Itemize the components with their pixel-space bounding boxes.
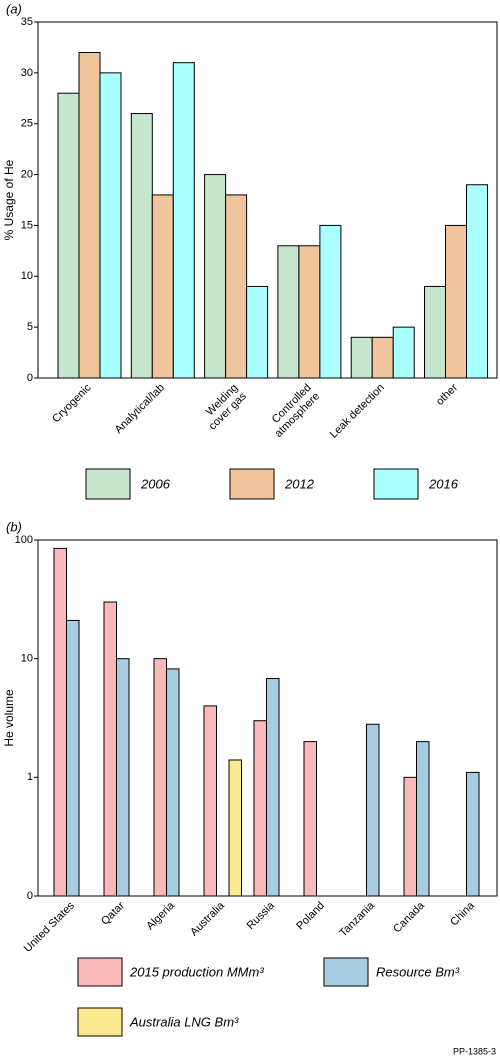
bar [277, 245, 300, 379]
legend-swatch [229, 468, 275, 500]
y-tick-label: 0 [27, 372, 33, 384]
x-tick-label: Analytical/lab [113, 382, 167, 436]
x-tick-label: Cryogenic [50, 381, 94, 425]
x-tick-label: United States [22, 899, 78, 955]
bar [416, 741, 430, 897]
x-tick-label: Qatar [99, 899, 127, 927]
y-tick-label: 20 [21, 168, 33, 180]
bar [225, 194, 248, 379]
bar [53, 547, 67, 897]
bar [319, 224, 342, 379]
bar [151, 194, 174, 379]
legend-label: 2015 production MMm³ [129, 964, 264, 979]
plot-frame [37, 21, 498, 379]
bar [203, 705, 217, 897]
bar [266, 678, 280, 897]
panel-label: (b) [6, 519, 22, 534]
x-tick-label: Weldingcover gas [198, 381, 249, 432]
legend-label: Resource Bm³ [376, 964, 460, 979]
y-tick-label: 15 [21, 219, 33, 231]
legend-label: Australia LNG Bm³ [129, 1014, 239, 1029]
bar [204, 174, 227, 379]
bar [246, 285, 269, 379]
panel-label: (a) [6, 1, 22, 16]
bar [403, 776, 417, 897]
y-tick-label: 0 [27, 890, 33, 902]
legend-label: 2016 [428, 476, 459, 491]
x-tick-label: Poland [294, 900, 327, 933]
bar [303, 741, 317, 897]
x-tick-label: Tanzania [337, 899, 377, 939]
y-axis-label: % Usage of He [2, 159, 16, 240]
legend-swatch [85, 468, 131, 500]
y-tick-label: 35 [21, 16, 33, 28]
legend-swatch [323, 957, 369, 987]
y-tick-label: 30 [21, 67, 33, 79]
bar [445, 224, 467, 379]
bar [166, 668, 180, 897]
x-tick-label: Leak detection [328, 382, 387, 441]
legend-swatch [373, 468, 419, 500]
bar [99, 72, 122, 379]
bar [103, 601, 117, 897]
legend-swatch [77, 1007, 123, 1037]
plot-frame [37, 539, 498, 897]
bar [57, 92, 80, 379]
bar [466, 771, 480, 897]
bar [66, 619, 80, 897]
legend-label: 2012 [284, 476, 315, 491]
legend-label: 2006 [140, 476, 171, 491]
y-tick-label: 5 [27, 321, 33, 333]
x-tick-label: other [434, 381, 460, 407]
y-tick-label: 1 [27, 771, 33, 783]
bar [130, 113, 153, 379]
bar [371, 336, 394, 379]
x-tick-label: Russia [245, 899, 278, 932]
bar [392, 326, 415, 379]
bar [172, 62, 195, 379]
bar [366, 723, 380, 897]
y-tick-label: 25 [21, 118, 33, 130]
bar [228, 759, 242, 897]
bar [116, 658, 130, 897]
x-tick-label: Algeria [144, 899, 177, 932]
bar [466, 184, 488, 379]
figure-code: PP-1385-3 [453, 1046, 496, 1056]
x-tick-label: Controlledatmosphere [264, 382, 322, 440]
bar [78, 52, 101, 379]
bar [253, 720, 267, 897]
y-tick-label: 100 [15, 534, 33, 546]
x-tick-label: China [448, 899, 477, 928]
x-tick-label: Australia [188, 899, 227, 938]
bar [153, 658, 167, 897]
y-tick-label: 10 [21, 270, 33, 282]
x-tick-label: Canada [391, 899, 427, 935]
legend-swatch [77, 957, 123, 987]
bar [424, 285, 446, 379]
y-axis-label: He volume [2, 689, 16, 747]
bar [350, 336, 373, 379]
y-tick-label: 10 [21, 653, 33, 665]
bar [298, 245, 321, 379]
